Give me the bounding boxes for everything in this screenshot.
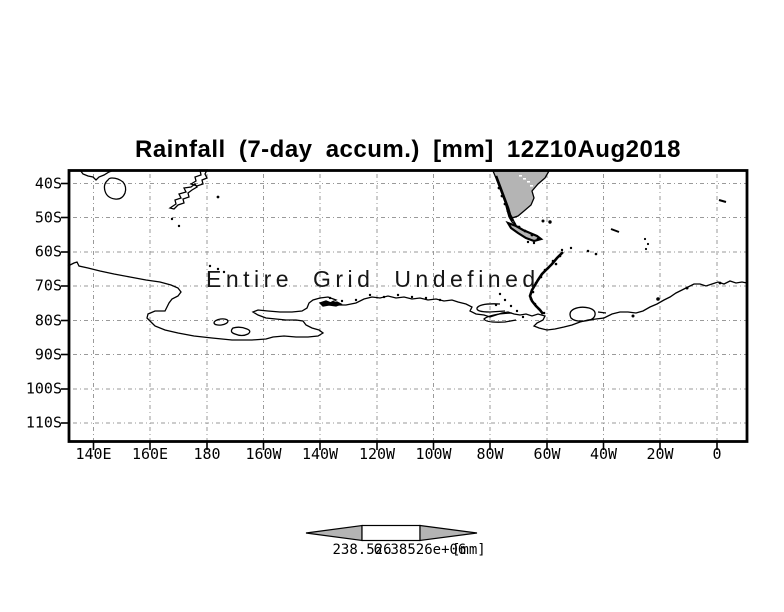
south-america-landmass [492,170,551,245]
lon-label-120w: 120W [358,445,396,463]
lat-label-60s: 60S [34,242,62,261]
lat-label-80s: 80S [34,311,62,329]
lon-label-60w: 60W [533,445,561,463]
border-dots [519,175,533,187]
antarctic-peninsula [528,251,564,315]
colorbar-left-arrow [305,524,363,542]
lon-label-140e: 140E [75,445,112,463]
undefined-grid-message: Entire Grid Undefined [206,266,540,292]
lon-label-160e: 160E [131,445,169,463]
axis-ticks [61,182,718,450]
lat-label-40s: 40S [34,174,62,192]
lon-label-160w: 160W [245,445,282,463]
australia-tasmania-coast [79,169,127,200]
lon-label-40w: 40W [589,445,618,463]
graticule [69,170,747,442]
lon-label-80w: 80W [476,445,504,463]
colorbar-right-arrow [419,524,478,542]
plot-title: Rainfall (7-day accum.) [mm] 12Z10Aug201… [134,136,681,163]
antarctica-coast [67,199,748,341]
new-zealand-coast [168,169,209,210]
lon-label-100w: 100W [415,445,452,463]
lon-label-180: 180 [193,445,221,463]
colorbar-units-label: [mm] [452,542,486,558]
lon-label-140w: 140W [301,445,339,463]
colorbar-max-label: 6.38526e+06 [373,542,467,558]
map-frame [67,169,749,443]
colorbar-bar [361,524,421,542]
lon-label-0: 0 [712,445,722,463]
lat-label-110s: 110S [25,413,62,432]
lat-label-100s: 100S [25,379,62,398]
lon-label-20w: 20W [646,445,674,463]
colorbar [305,524,478,542]
lat-label-50s: 50S [34,208,62,226]
colorbar-min-label: 238.526 [332,542,392,558]
lat-label-90s: 90S [34,345,62,363]
island-specks [170,195,722,319]
lat-label-70s: 70S [34,276,62,295]
